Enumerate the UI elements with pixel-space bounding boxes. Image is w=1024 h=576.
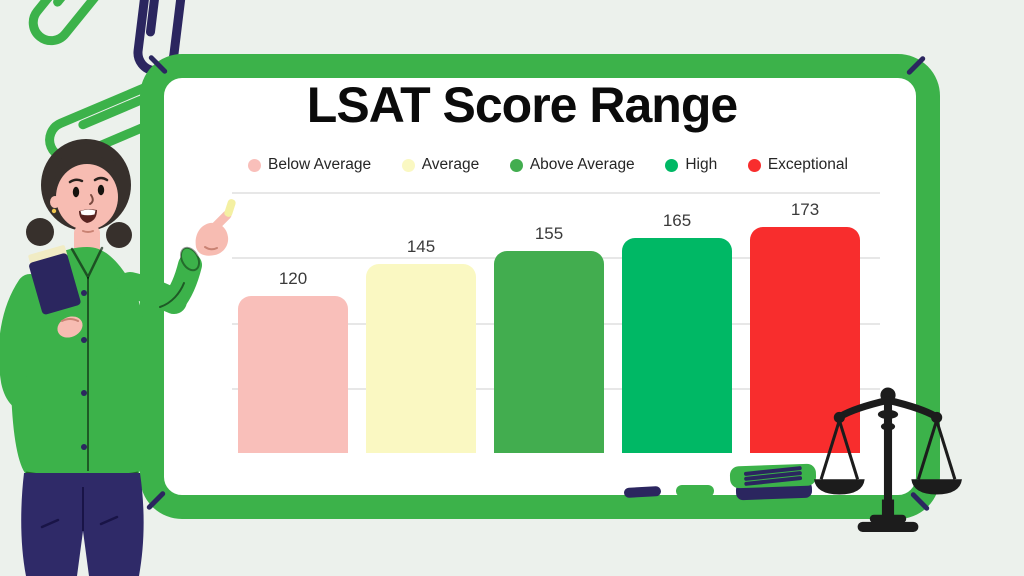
eraser-pill <box>624 486 661 498</box>
eye-left <box>73 187 79 197</box>
gridline-200 <box>232 192 880 194</box>
head <box>26 139 132 261</box>
teacher-illustration <box>0 135 245 576</box>
chain <box>821 420 839 479</box>
hair-bun-left <box>26 218 54 246</box>
legend-dot-average <box>402 159 415 172</box>
bar-value-exceptional: 173 <box>750 200 860 220</box>
button <box>81 337 87 343</box>
column-knob <box>878 410 898 419</box>
column-knob <box>881 423 895 431</box>
scales-body <box>814 388 962 532</box>
hair-bun-right <box>106 222 132 248</box>
pan-right <box>911 479 962 494</box>
base-stem <box>882 500 894 516</box>
infographic-stage: LSAT Score Range Below Average Average Abo… <box>0 0 1024 576</box>
scales-of-justice-icon <box>812 386 964 534</box>
earring <box>52 209 56 213</box>
chalk-piece <box>223 198 236 218</box>
bar-value-average: 145 <box>366 237 476 257</box>
bar-above-average: 155 <box>494 251 604 453</box>
legend-item-high: High <box>665 156 717 174</box>
legend-dot-above-average <box>510 159 523 172</box>
button <box>81 390 87 396</box>
legend-label-high: High <box>685 156 717 174</box>
legend-dot-exceptional <box>748 159 761 172</box>
book-stack <box>730 464 817 489</box>
legend-item-above-average: Above Average <box>510 156 635 174</box>
legend-label-average: Average <box>422 156 479 174</box>
legend-item-average: Average <box>402 156 479 174</box>
page-title: LSAT Score Range <box>152 76 892 134</box>
teeth <box>81 210 96 216</box>
legend-label-below-average: Below Average <box>268 156 371 174</box>
chain <box>937 420 955 479</box>
bar-average: 145 <box>366 264 476 453</box>
legend-dot-below-average <box>248 159 261 172</box>
chart-legend: Below Average Average Above Average High Exc… <box>248 152 848 178</box>
eye-right <box>98 185 104 195</box>
bar-value-below-average: 120 <box>238 269 348 289</box>
base-tier <box>870 515 906 523</box>
legend-label-above-average: Above Average <box>530 156 635 174</box>
chain <box>839 420 857 479</box>
pointing-arm <box>130 198 237 307</box>
ear <box>50 196 60 208</box>
chin-line <box>83 231 93 232</box>
bar-value-above-average: 155 <box>494 224 604 244</box>
legend-item-below-average: Below Average <box>248 156 371 174</box>
base-foot <box>858 522 919 532</box>
chain <box>918 420 936 479</box>
legend-dot-high <box>665 159 678 172</box>
legend-label-exceptional: Exceptional <box>768 156 848 174</box>
index-finger <box>215 215 227 227</box>
eraser-pill <box>676 485 714 497</box>
bar-value-high: 165 <box>622 211 732 231</box>
bar-chart: 120145155165173 <box>232 192 880 453</box>
button <box>81 290 87 296</box>
button <box>81 444 87 450</box>
legs <box>21 473 143 576</box>
bar-below-average: 120 <box>238 296 348 453</box>
pan-left <box>814 479 865 494</box>
bar-high: 165 <box>622 238 732 453</box>
legend-item-exceptional: Exceptional <box>748 156 848 174</box>
